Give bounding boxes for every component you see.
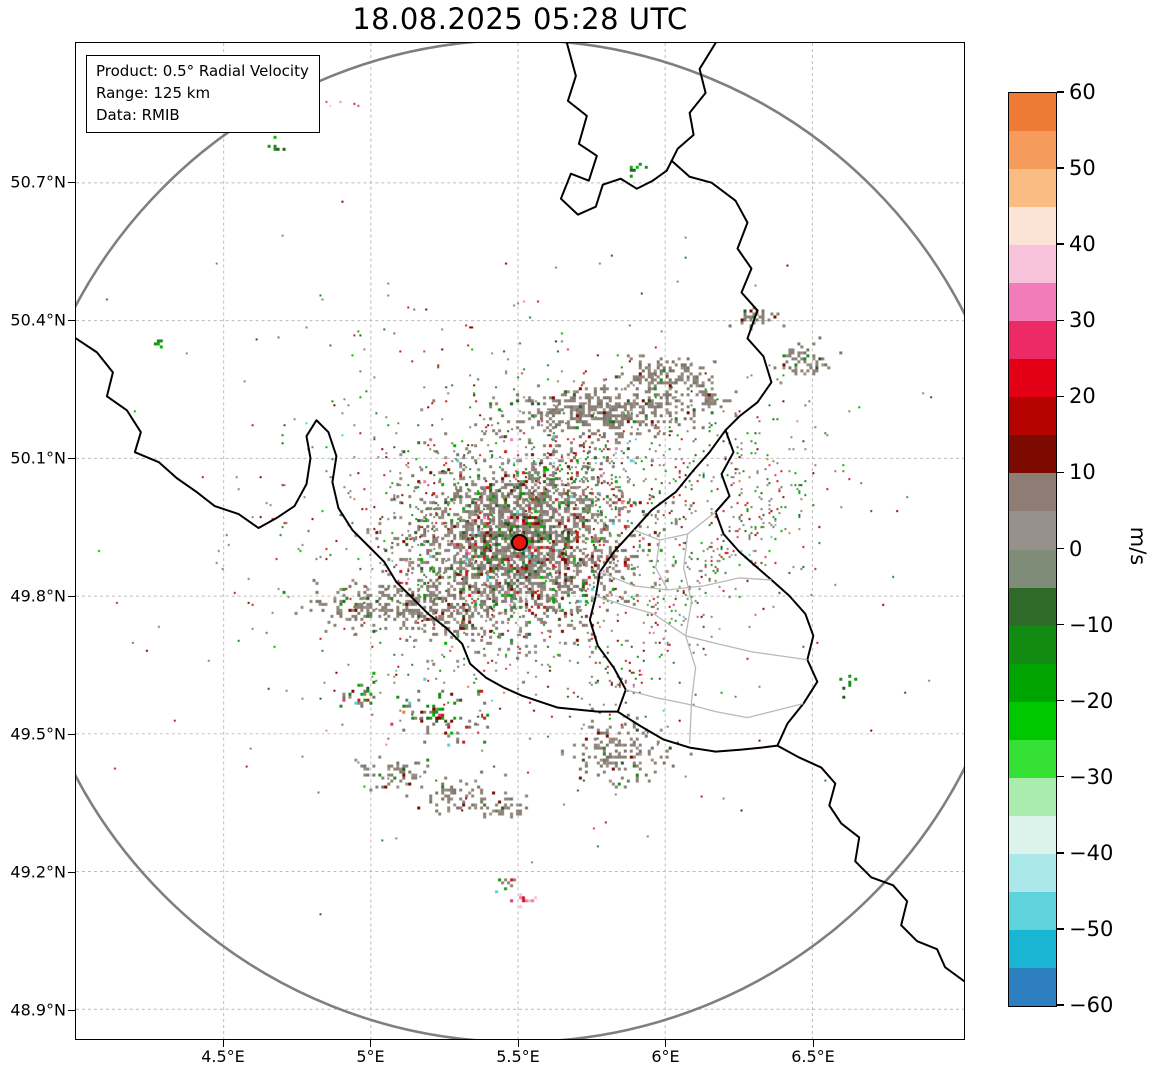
x-tick-label: 6°E bbox=[651, 1047, 680, 1066]
y-axis-tick bbox=[68, 595, 75, 598]
y-axis-tick bbox=[68, 871, 75, 874]
x-axis-tick bbox=[517, 1040, 519, 1047]
colorbar-band bbox=[1009, 359, 1056, 398]
x-tick-label: 5°E bbox=[356, 1047, 385, 1066]
colorbar-band bbox=[1009, 397, 1056, 436]
colorbar-band bbox=[1009, 511, 1056, 551]
colorbar-band bbox=[1009, 625, 1056, 665]
colorbar-band bbox=[1009, 929, 1056, 969]
colorbar bbox=[1008, 92, 1057, 1007]
colorbar-tick bbox=[1057, 547, 1064, 550]
x-axis-tick bbox=[665, 1040, 667, 1047]
range-info-line: Range: 125 km bbox=[96, 83, 211, 102]
y-tick-label: 50.1°N bbox=[10, 448, 66, 468]
y-axis-tick bbox=[68, 1009, 75, 1012]
y-axis-tick bbox=[68, 319, 75, 322]
y-tick-label: 50.4°N bbox=[10, 310, 66, 330]
colorbar-tick bbox=[1057, 319, 1064, 321]
colorbar-band bbox=[1009, 587, 1056, 627]
colorbar-tick-label: −40 bbox=[1069, 840, 1114, 865]
colorbar-band bbox=[1009, 245, 1056, 284]
y-axis-tick bbox=[68, 181, 75, 184]
colorbar-band bbox=[1009, 93, 1056, 132]
colorbar-band bbox=[1009, 663, 1056, 703]
y-tick-label: 48.9°N bbox=[10, 1000, 66, 1020]
figure-title: 18.08.2025 05:28 UTC bbox=[352, 2, 688, 36]
colorbar-band bbox=[1009, 549, 1056, 589]
colorbar-tick bbox=[1057, 243, 1064, 245]
colorbar-tick-label: 30 bbox=[1069, 308, 1096, 333]
colorbar-tick bbox=[1057, 1004, 1064, 1006]
colorbar-band bbox=[1009, 207, 1056, 246]
colorbar-band bbox=[1009, 473, 1056, 513]
x-axis-tick bbox=[222, 1040, 224, 1047]
colorbar-tick-label: −60 bbox=[1069, 993, 1114, 1017]
map-plot: Product: 0.5° Radial Velocity Range: 125… bbox=[75, 42, 965, 1040]
map-borders-layer bbox=[76, 43, 964, 1039]
colorbar-tick bbox=[1057, 623, 1064, 626]
colorbar-tick-label: 50 bbox=[1069, 156, 1096, 181]
colorbar-band bbox=[1009, 777, 1056, 817]
colorbar-tick bbox=[1057, 852, 1064, 854]
colorbar-band bbox=[1009, 853, 1056, 893]
colorbar-tick-label: −20 bbox=[1069, 688, 1114, 713]
colorbar-tick bbox=[1057, 167, 1064, 169]
colorbar-band bbox=[1009, 435, 1056, 475]
colorbar-tick-label: −30 bbox=[1069, 764, 1114, 789]
y-tick-label: 50.7°N bbox=[10, 172, 66, 192]
colorbar-band bbox=[1009, 131, 1056, 170]
product-info-box: Product: 0.5° Radial Velocity Range: 125… bbox=[86, 55, 320, 134]
colorbar-tick bbox=[1057, 395, 1064, 398]
colorbar-band bbox=[1009, 321, 1056, 360]
x-axis-tick bbox=[812, 1040, 814, 1047]
x-tick-label: 5.5°E bbox=[496, 1047, 540, 1066]
x-tick-label: 4.5°E bbox=[201, 1047, 245, 1066]
y-axis-tick bbox=[68, 733, 75, 736]
colorbar-band bbox=[1009, 283, 1056, 322]
colorbar-tick-label: 60 bbox=[1069, 80, 1096, 104]
colorbar-band bbox=[1009, 891, 1056, 931]
colorbar-tick bbox=[1057, 776, 1064, 778]
colorbar-tick-label: 0 bbox=[1069, 536, 1083, 561]
product-info-line: Product: 0.5° Radial Velocity bbox=[96, 62, 309, 80]
colorbar-band bbox=[1009, 701, 1056, 741]
y-tick-label: 49.2°N bbox=[10, 862, 66, 882]
colorbar-tick bbox=[1057, 928, 1064, 930]
y-axis-tick bbox=[68, 457, 75, 460]
y-tick-label: 49.5°N bbox=[10, 724, 66, 744]
colorbar-tick-label: 10 bbox=[1069, 460, 1096, 485]
colorbar-tick-label: −50 bbox=[1069, 916, 1114, 941]
x-axis-tick bbox=[370, 1040, 372, 1047]
colorbar-band bbox=[1009, 815, 1056, 855]
colorbar-tick bbox=[1057, 471, 1064, 474]
colorbar-tick-label: 20 bbox=[1069, 384, 1096, 409]
colorbar-tick bbox=[1057, 699, 1064, 702]
data-source-line: Data: RMIB bbox=[96, 105, 180, 124]
colorbar-unit-label: m/s bbox=[1126, 526, 1150, 566]
colorbar-band bbox=[1009, 169, 1056, 208]
colorbar-band bbox=[1009, 739, 1056, 779]
y-tick-label: 49.8°N bbox=[10, 586, 66, 606]
colorbar-tick-label: −10 bbox=[1069, 612, 1114, 637]
colorbar-tick bbox=[1057, 91, 1064, 93]
radar-site-marker bbox=[511, 534, 528, 551]
colorbar-band bbox=[1009, 967, 1056, 1006]
x-tick-label: 6.5°E bbox=[791, 1047, 835, 1066]
colorbar-tick-label: 40 bbox=[1069, 232, 1096, 257]
